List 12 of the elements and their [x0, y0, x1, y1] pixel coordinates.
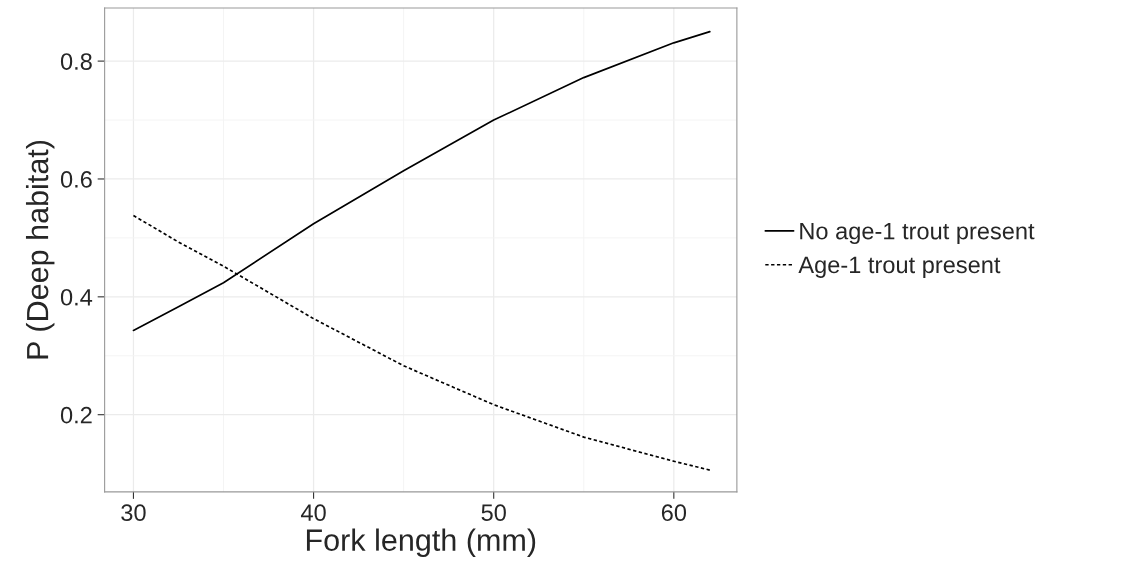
y-tick-label: 0.4: [60, 288, 93, 306]
y-tick-label: 0.2: [60, 406, 92, 424]
x-axis-title: Fork length (mm): [306, 528, 536, 557]
y-axis-title: P (Deep habitat): [25, 140, 55, 359]
y-tick-label: 0.8: [60, 53, 92, 70]
x-tick-label: 40: [300, 504, 326, 522]
x-tick-label: 50: [481, 504, 506, 522]
legend-label: No age-1 trout present: [800, 222, 1035, 245]
x-tick-label: 30: [121, 504, 146, 522]
x-tick-label: 60: [661, 504, 687, 522]
y-tick-label: 0.6: [60, 171, 92, 188]
legend-label: Age-1 trout present: [798, 256, 1001, 278]
